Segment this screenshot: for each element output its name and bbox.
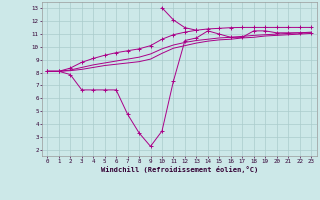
X-axis label: Windchill (Refroidissement éolien,°C): Windchill (Refroidissement éolien,°C)	[100, 166, 258, 173]
